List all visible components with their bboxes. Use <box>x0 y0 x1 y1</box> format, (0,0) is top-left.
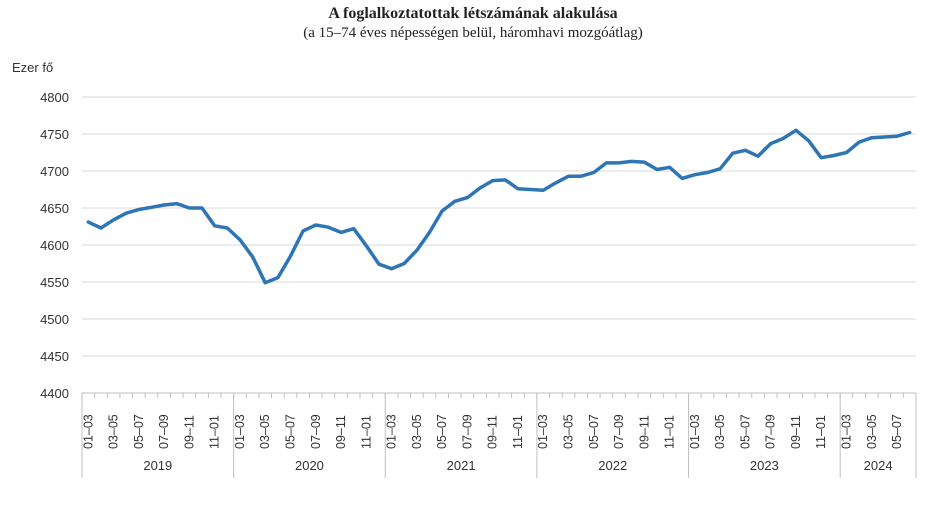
x-tick-label: 05–07 <box>738 414 752 449</box>
y-tick-label: 4500 <box>40 312 69 327</box>
series-group <box>86 128 912 285</box>
x-tick-label: 11–01 <box>511 415 525 449</box>
x-tick-label: 11–01 <box>359 415 373 449</box>
year-label: 2019 <box>143 458 172 473</box>
x-tick-label: 05–07 <box>132 414 146 449</box>
x-tick-label: 11–01 <box>663 415 677 449</box>
x-tick-label: 07–09 <box>612 414 626 449</box>
x-tick-label: 03–05 <box>865 414 879 449</box>
x-tick-label: 09–11 <box>637 415 651 449</box>
year-label: 2020 <box>295 458 324 473</box>
x-tick-label: 03–05 <box>562 414 576 449</box>
x-tick-label: 01–03 <box>385 414 399 449</box>
series-line-0 <box>86 128 912 285</box>
y-tick-label: 4750 <box>40 127 69 142</box>
x-tick-label: 03–05 <box>713 414 727 449</box>
year-label: 2024 <box>864 458 893 473</box>
x-axis: 01–03 03–05 05–07 07–09 09–11 11–01 01–03 03–05… <box>81 392 917 478</box>
x-tick-label: 05–07 <box>435 414 449 449</box>
chart-subtitle: (a 15–74 éves népességen belül, háromhav… <box>303 25 643 41</box>
x-tick-label: 01–03 <box>688 414 702 449</box>
x-tick-label: 07–09 <box>309 414 323 449</box>
y-axis-label: Ezer fő <box>12 60 53 75</box>
x-tick-label: 03–05 <box>258 414 272 449</box>
x-tick-label: 05–07 <box>890 414 904 449</box>
x-tick-label: 01–03 <box>840 414 854 449</box>
year-label: 2021 <box>447 458 476 473</box>
x-tick-label: 09–11 <box>486 415 500 449</box>
x-tick-label: 01–03 <box>233 414 247 449</box>
y-tick-label: 4650 <box>40 201 69 216</box>
x-tick-label: 01–03 <box>81 414 95 449</box>
x-tick-label: 03–05 <box>410 414 424 449</box>
x-tick-label: 07–09 <box>764 414 778 449</box>
gridlines <box>82 96 916 357</box>
year-label: 2022 <box>598 458 627 473</box>
x-tick-label: 09–11 <box>789 415 803 449</box>
chart-title: A foglalkoztatottak létszámának alakulás… <box>328 5 618 22</box>
x-tick-label: 07–09 <box>157 414 171 449</box>
x-tick-label: 05–07 <box>587 414 601 449</box>
y-tick-label: 4700 <box>40 164 69 179</box>
y-tick-label: 4450 <box>40 349 69 364</box>
x-tick-label: 11–01 <box>208 415 222 449</box>
y-tick-label: 4800 <box>40 90 69 105</box>
x-tick-label: 05–07 <box>284 414 298 449</box>
x-tick-label: 01–03 <box>536 414 550 449</box>
y-tick-label: 4400 <box>40 386 69 401</box>
y-tick-label: 4550 <box>40 275 69 290</box>
x-tick-label: 03–05 <box>107 414 121 449</box>
x-tick-label: 09–11 <box>182 415 196 449</box>
x-tick-label: 07–09 <box>460 414 474 449</box>
y-tick-labels: 4400 4450 4500 4550 4600 4650 4700 4750 4800 <box>40 90 69 401</box>
y-tick-label: 4600 <box>40 238 69 253</box>
year-label: 2023 <box>750 458 779 473</box>
x-tick-label: 11–01 <box>814 415 828 449</box>
x-tick-label: 09–11 <box>334 415 348 449</box>
chart-title-block: A foglalkoztatottak létszámának alakulás… <box>0 4 946 43</box>
